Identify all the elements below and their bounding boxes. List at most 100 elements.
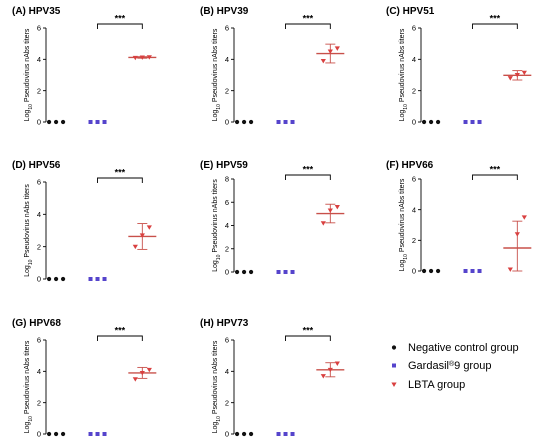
y-tick-label: 2 (37, 242, 41, 251)
data-point-lbta (334, 46, 340, 51)
data-point-lbta (146, 55, 152, 60)
y-tick-label: 0 (225, 430, 229, 439)
y-tick-label: 0 (412, 267, 416, 276)
data-point-negative (421, 268, 427, 274)
y-tick-label: 2 (225, 244, 229, 253)
data-point-negative (46, 119, 52, 125)
data-point-lbta (521, 215, 527, 220)
significance-label: *** (490, 165, 501, 175)
significance-label: *** (303, 165, 314, 175)
legend-marker-gardasil (392, 363, 396, 368)
y-axis-label: Log10 Pseudovirus nAbs titers (24, 340, 34, 433)
data-point-lbta (327, 208, 333, 213)
significance-bracket (97, 23, 143, 29)
data-point-negative (60, 119, 66, 125)
data-point-negative (435, 119, 441, 125)
y-axis-label: Log10 Pseudovirus nAbs titers (212, 179, 222, 272)
y-tick-label: 0 (225, 118, 229, 127)
y-axis-label: Log10 Pseudovirus nAbs titers (212, 28, 222, 121)
data-point-lbta (320, 58, 326, 64)
y-tick-label: 2 (225, 86, 229, 95)
panel-title: (D) HPV56 (12, 160, 61, 171)
significance-bracket (472, 23, 518, 29)
significance-bracket (97, 335, 143, 341)
panel-title: (G) HPV68 (12, 318, 61, 329)
data-point-negative (46, 276, 52, 282)
panel-title: (E) HPV59 (200, 160, 248, 171)
data-point-gardasil (477, 120, 482, 124)
legend-item-lbta: LBTA group (391, 379, 465, 391)
data-point-lbta (507, 76, 513, 81)
y-tick-label: 6 (37, 336, 41, 345)
data-point-gardasil (470, 269, 475, 273)
data-point-gardasil (290, 432, 295, 436)
legend-item-gardasil: Gardasil®9 group (392, 360, 491, 372)
data-point-negative (428, 268, 434, 274)
y-tick-label: 0 (37, 275, 41, 284)
data-point-negative (241, 119, 247, 125)
data-point-gardasil (102, 120, 107, 124)
significance-bracket (472, 174, 518, 180)
data-point-gardasil (95, 120, 100, 124)
data-point-negative (53, 431, 59, 437)
significance-label: *** (303, 14, 314, 24)
data-point-gardasil (283, 432, 288, 436)
data-point-gardasil (463, 120, 468, 124)
data-point-lbta (132, 55, 138, 61)
legend-label: LBTA group (408, 379, 465, 391)
data-point-negative (234, 119, 240, 125)
data-point-gardasil (95, 432, 100, 436)
significance-bracket (285, 174, 331, 180)
data-point-lbta (521, 70, 527, 76)
data-point-lbta (334, 204, 340, 210)
data-point-negative (241, 431, 247, 437)
data-point-lbta (327, 367, 333, 373)
significance-label: *** (490, 14, 501, 24)
significance-label: *** (115, 326, 126, 336)
data-point-lbta (334, 361, 340, 366)
data-point-lbta (146, 367, 152, 373)
y-tick-label: 6 (37, 178, 41, 187)
y-tick-label: 4 (225, 55, 229, 64)
y-axis-label: Log10 Pseudovirus nAbs titers (24, 184, 34, 277)
data-point-gardasil (283, 270, 288, 274)
y-tick-label: 0 (37, 118, 41, 127)
data-point-lbta (146, 225, 152, 230)
data-point-lbta (139, 370, 145, 376)
significance-label: *** (303, 326, 314, 336)
data-point-lbta (139, 233, 145, 238)
data-point-gardasil (290, 120, 295, 124)
panel-title: (F) HPV66 (386, 160, 434, 171)
y-tick-label: 0 (412, 118, 416, 127)
y-tick-label: 6 (225, 198, 229, 207)
data-point-negative (241, 269, 247, 275)
significance-bracket (285, 23, 331, 29)
data-point-gardasil (276, 432, 281, 436)
legend-marker-lbta (391, 382, 397, 387)
panel-title: (C) HPV51 (386, 6, 435, 17)
y-tick-label: 2 (412, 86, 416, 95)
data-point-negative (53, 276, 59, 282)
data-point-lbta (132, 244, 138, 250)
data-point-gardasil (88, 277, 93, 281)
data-point-negative (60, 276, 66, 282)
legend-label: Negative control group (408, 342, 519, 354)
data-point-lbta (320, 221, 326, 226)
data-point-negative (428, 119, 434, 125)
y-axis-label: Log10 Pseudovirus nAbs titers (399, 28, 409, 121)
data-point-negative (60, 431, 66, 437)
significance-label: *** (115, 168, 126, 178)
data-point-negative (248, 269, 254, 275)
data-point-gardasil (95, 277, 100, 281)
data-point-gardasil (477, 269, 482, 273)
y-tick-label: 4 (37, 210, 41, 219)
y-tick-label: 4 (412, 205, 416, 214)
y-tick-label: 2 (37, 86, 41, 95)
panel-title: (H) HPV73 (200, 318, 249, 329)
